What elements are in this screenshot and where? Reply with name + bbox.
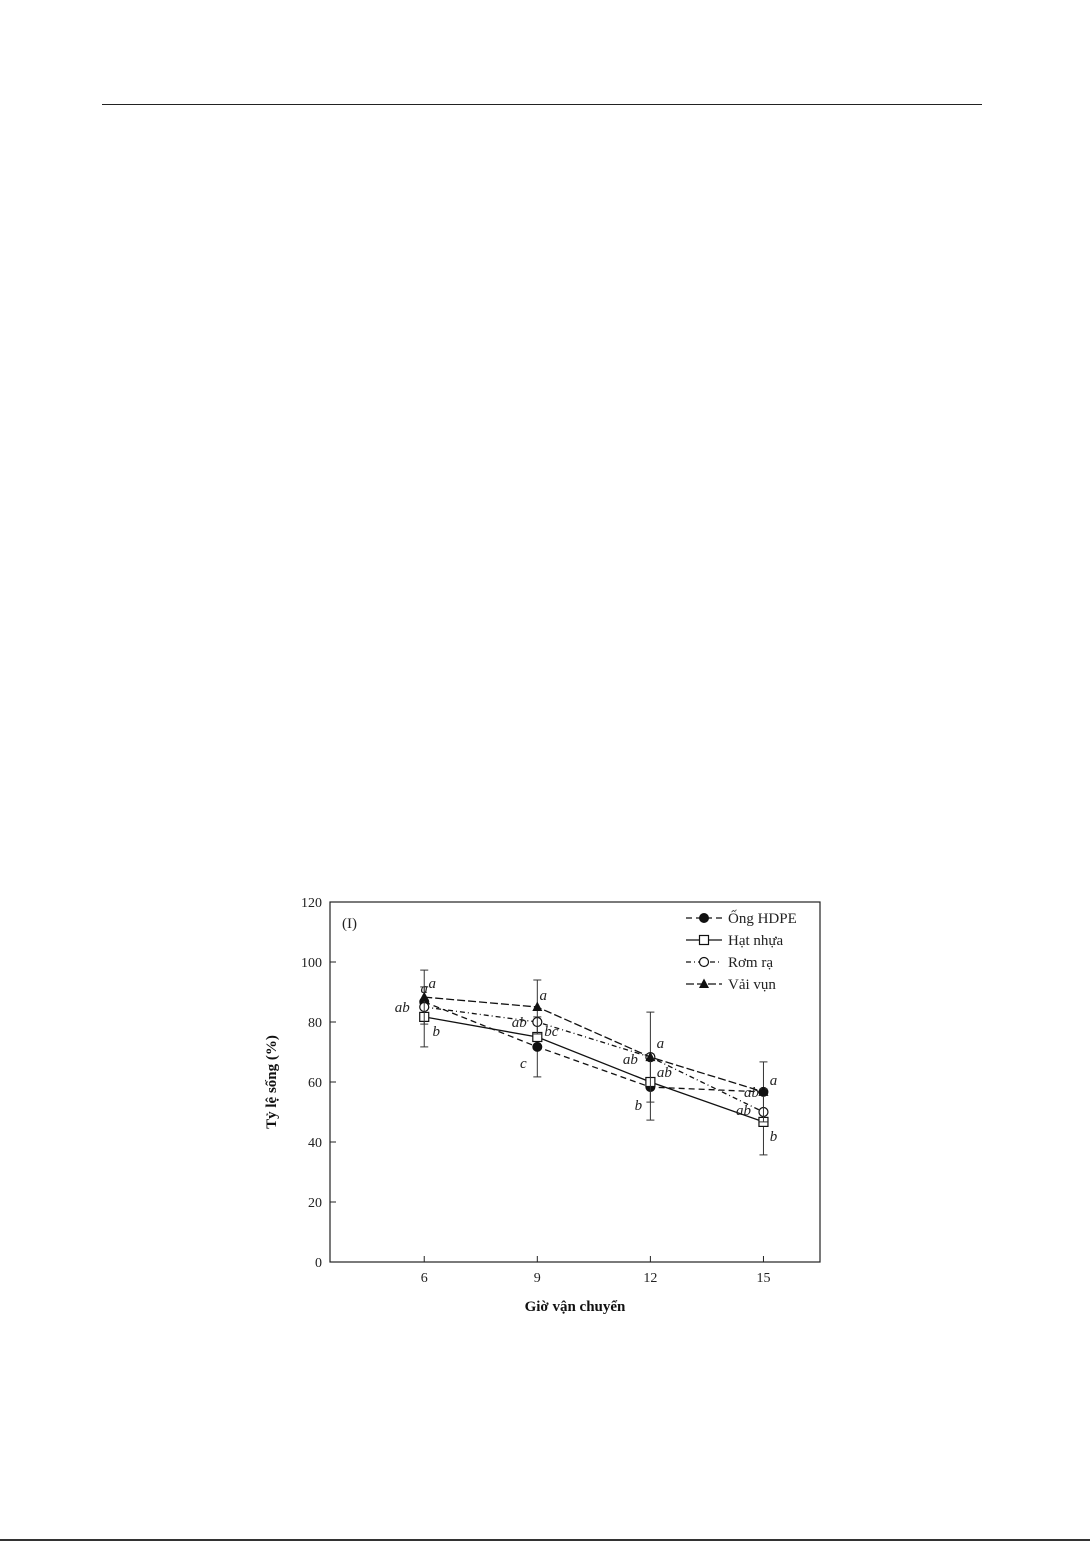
significance-label: ab (512, 1015, 528, 1031)
significance-label: b (635, 1098, 643, 1114)
legend: Ống HDPE Hạt nhựa Rơm rạ Vải vụn (686, 909, 797, 993)
data-point (419, 991, 430, 1002)
header-rule (102, 104, 982, 105)
legend-marker (698, 956, 710, 968)
significance-label: b (432, 1024, 440, 1040)
significance-label: a (428, 976, 436, 992)
x-tick-label: 15 (756, 1271, 770, 1286)
significance-label: ab (395, 1000, 411, 1016)
legend-label: Rơm rạ (728, 955, 773, 971)
significance-label: ab (657, 1065, 673, 1081)
significance-label: a (657, 1036, 665, 1052)
panel-label: (I) (342, 916, 357, 932)
legend-label: Vải vụn (728, 977, 776, 993)
y-tick-label: 0 (315, 1256, 322, 1271)
footer-rule (0, 1539, 1090, 1541)
series-layer: acbabbbcabbababababaaaa (395, 969, 778, 1156)
legend-item: Ống HDPE (686, 909, 797, 927)
significance-label: a (770, 1073, 778, 1089)
data-point (645, 1051, 656, 1062)
significance-label: c (520, 1056, 527, 1072)
legend-label: Ống HDPE (728, 909, 797, 927)
series-4: a a a a (419, 969, 778, 1123)
legend-item: Hạt nhựa (686, 933, 784, 949)
legend-marker (699, 978, 709, 988)
legend-label: Hạt nhựa (728, 933, 784, 949)
significance-label: ab (623, 1052, 639, 1068)
y-tick-label: 60 (308, 1076, 322, 1091)
x-tick-label: 9 (534, 1271, 541, 1286)
x-tick-label: 12 (643, 1271, 657, 1286)
y-tick-label: 120 (301, 896, 322, 911)
y-tick-label: 40 (308, 1136, 322, 1151)
data-point (532, 1001, 543, 1011)
x-axis: 6 9 12 15 (421, 1256, 770, 1286)
series-line (424, 1016, 764, 1123)
y-tick-label: 100 (301, 956, 322, 971)
series-2: b b c ab b (419, 986, 778, 1156)
data-point (758, 1086, 769, 1096)
legend-marker (699, 913, 709, 923)
significance-label: ab (736, 1103, 752, 1119)
y-tick-label: 80 (308, 1016, 322, 1031)
significance-label: ab (744, 1085, 760, 1101)
legend-marker (698, 934, 710, 946)
x-tick-label: 6 (421, 1271, 428, 1286)
legend-item: Rơm rạ (686, 955, 773, 971)
y-axis: 0 20 40 60 80 100 120 (301, 896, 336, 1271)
significance-label: a (540, 988, 548, 1004)
y-tick-label: 20 (308, 1196, 322, 1211)
legend-item: Vải vụn (686, 977, 776, 993)
y-axis-title: Tỷ lệ sống (%) (264, 1035, 280, 1129)
series-line (423, 1001, 764, 1093)
data-point (532, 1041, 543, 1052)
series-line (424, 996, 764, 1093)
significance-label: b (770, 1129, 778, 1145)
x-axis-title: Giờ vận chuyển (525, 1299, 626, 1315)
